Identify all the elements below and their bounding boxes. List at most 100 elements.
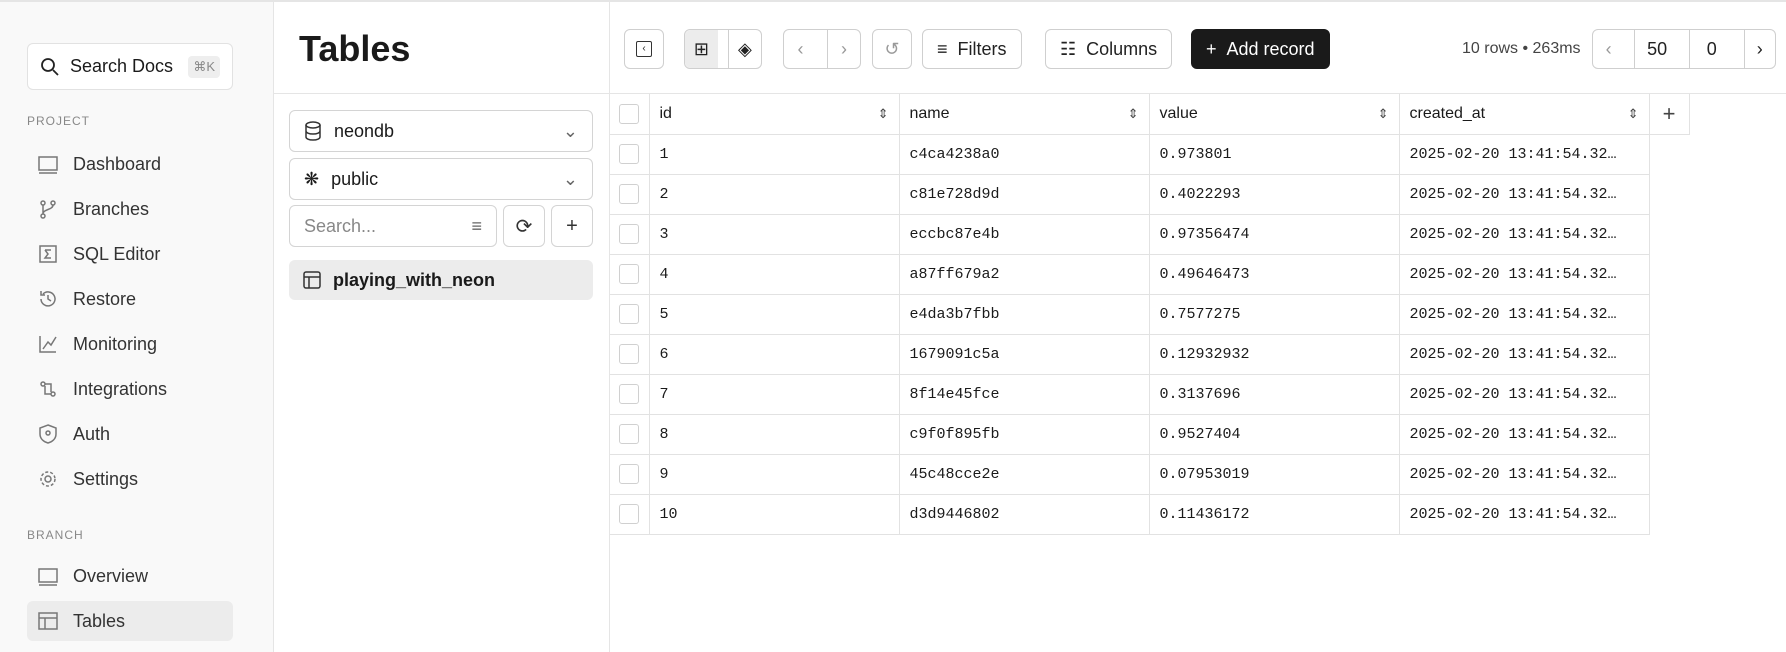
- sidebar-item-sql-editor[interactable]: SQL Editor: [27, 234, 233, 274]
- table-cell[interactable]: eccbc87e4b: [899, 214, 1150, 255]
- table-cell[interactable]: 2025-02-20 13:41:54.32…: [1399, 374, 1650, 415]
- back-icon[interactable]: ‹: [797, 38, 804, 59]
- table-cell[interactable]: 4: [649, 254, 900, 295]
- table-cell[interactable]: 9: [649, 454, 900, 495]
- row-checkbox[interactable]: [610, 374, 650, 415]
- prev-page-icon[interactable]: ‹: [1605, 38, 1612, 59]
- select-all-checkbox[interactable]: [610, 94, 650, 135]
- table-row[interactable]: 10 d3d9446802 0.11436172 2025-02-20 13:41:5…: [610, 494, 1689, 535]
- table-cell[interactable]: 0.97356474: [1149, 214, 1400, 255]
- column-header[interactable]: value ⇕: [1149, 94, 1400, 135]
- pagination[interactable]: ‹ 50 0 ›: [1592, 29, 1776, 69]
- table-search-input[interactable]: Search... ≡: [289, 205, 497, 247]
- sort-icon[interactable]: ⇕: [1127, 105, 1139, 121]
- table-cell[interactable]: a87ff679a2: [899, 254, 1150, 295]
- row-checkbox[interactable]: [610, 174, 650, 215]
- sidebar-item-monitoring[interactable]: Monitoring: [27, 324, 233, 364]
- sidebar-item-branches[interactable]: Branches: [27, 189, 233, 229]
- table-cell[interactable]: 0.12932932: [1149, 334, 1400, 375]
- next-page-icon[interactable]: ›: [1743, 30, 1775, 68]
- sidebar-item-integrations[interactable]: Integrations: [27, 369, 233, 409]
- table-cell[interactable]: 0.7577275: [1149, 294, 1400, 335]
- history-nav[interactable]: ‹ ›: [783, 29, 861, 69]
- column-header[interactable]: created_at ⇕: [1399, 94, 1650, 135]
- table-list-item[interactable]: playing_with_neon: [289, 260, 593, 300]
- table-row[interactable]: 5 e4da3b7fbb 0.7577275 2025-02-20 13:41:54.…: [610, 294, 1689, 335]
- layers-view-icon[interactable]: ◈: [727, 30, 761, 68]
- table-cell[interactable]: c4ca4238a0: [899, 134, 1150, 175]
- sort-icon[interactable]: ⇕: [877, 105, 889, 121]
- table-cell[interactable]: 2: [649, 174, 900, 215]
- row-checkbox[interactable]: [610, 214, 650, 255]
- table-row[interactable]: 1 c4ca4238a0 0.973801 2025-02-20 13:41:54.3…: [610, 134, 1689, 175]
- filter-icon[interactable]: ≡: [471, 215, 482, 236]
- row-checkbox[interactable]: [610, 334, 650, 375]
- column-header[interactable]: id ⇕: [649, 94, 900, 135]
- add-table-button[interactable]: +: [551, 205, 593, 247]
- row-checkbox[interactable]: [610, 134, 650, 175]
- row-checkbox[interactable]: [610, 254, 650, 295]
- database-select[interactable]: neondb ⌄: [289, 110, 593, 152]
- table-row[interactable]: 2 c81e728d9d 0.4022293 2025-02-20 13:41:54.…: [610, 174, 1689, 215]
- table-cell[interactable]: 7: [649, 374, 900, 415]
- table-cell[interactable]: 2025-02-20 13:41:54.32…: [1399, 414, 1650, 455]
- sidebar-item-auth[interactable]: Auth: [27, 414, 233, 454]
- table-cell[interactable]: 0.07953019: [1149, 454, 1400, 495]
- table-row[interactable]: 4 a87ff679a2 0.49646473 2025-02-20 13:41:54…: [610, 254, 1689, 295]
- limit-input[interactable]: 50: [1634, 30, 1679, 68]
- forward-icon[interactable]: ›: [826, 30, 860, 68]
- row-checkbox[interactable]: [610, 414, 650, 455]
- table-cell[interactable]: d3d9446802: [899, 494, 1150, 535]
- view-toggle[interactable]: ⊞ ◈: [684, 29, 762, 69]
- sidebar-item-settings[interactable]: Settings: [27, 459, 233, 499]
- table-cell[interactable]: 8: [649, 414, 900, 455]
- table-cell[interactable]: 2025-02-20 13:41:54.32…: [1399, 494, 1650, 535]
- search-docs-button[interactable]: Search Docs ⌘K: [27, 43, 233, 90]
- table-cell[interactable]: 8f14e45fce: [899, 374, 1150, 415]
- table-cell[interactable]: 2025-02-20 13:41:54.32…: [1399, 174, 1650, 215]
- offset-input[interactable]: 0: [1688, 30, 1734, 68]
- table-cell[interactable]: 10: [649, 494, 900, 535]
- sidebar-item-restore[interactable]: Restore: [27, 279, 233, 319]
- table-cell[interactable]: 1: [649, 134, 900, 175]
- toggle-sidebar-button[interactable]: ‹: [624, 29, 664, 69]
- table-cell[interactable]: 6: [649, 334, 900, 375]
- table-cell[interactable]: 3: [649, 214, 900, 255]
- table-cell[interactable]: 0.9527404: [1149, 414, 1400, 455]
- table-cell[interactable]: 5: [649, 294, 900, 335]
- table-cell[interactable]: 45c48cce2e: [899, 454, 1150, 495]
- table-row[interactable]: 3 eccbc87e4b 0.97356474 2025-02-20 13:41:54…: [610, 214, 1689, 255]
- add-record-button[interactable]: + Add record: [1191, 29, 1330, 69]
- add-column-button[interactable]: +: [1649, 94, 1690, 135]
- row-checkbox[interactable]: [610, 454, 650, 495]
- sort-icon[interactable]: ⇕: [1377, 105, 1389, 121]
- table-cell[interactable]: 2025-02-20 13:41:54.32…: [1399, 454, 1650, 495]
- sort-icon[interactable]: ⇕: [1627, 105, 1639, 121]
- history-button[interactable]: ↺: [872, 29, 912, 69]
- sidebar-item-overview[interactable]: Overview: [27, 556, 233, 596]
- table-cell[interactable]: 0.973801: [1149, 134, 1400, 175]
- table-cell[interactable]: 0.49646473: [1149, 254, 1400, 295]
- row-checkbox[interactable]: [610, 494, 650, 535]
- columns-button[interactable]: ☷ Columns: [1045, 29, 1173, 69]
- table-row[interactable]: 7 8f14e45fce 0.3137696 2025-02-20 13:41:54.…: [610, 374, 1689, 415]
- table-cell[interactable]: 2025-02-20 13:41:54.32…: [1399, 254, 1650, 295]
- table-cell[interactable]: c81e728d9d: [899, 174, 1150, 215]
- table-cell[interactable]: 2025-02-20 13:41:54.32…: [1399, 294, 1650, 335]
- table-cell[interactable]: 0.3137696: [1149, 374, 1400, 415]
- table-row[interactable]: 9 45c48cce2e 0.07953019 2025-02-20 13:41:54…: [610, 454, 1689, 495]
- table-cell[interactable]: 0.11436172: [1149, 494, 1400, 535]
- sidebar-item-tables[interactable]: Tables: [27, 601, 233, 641]
- table-row[interactable]: 8 c9f0f895fb 0.9527404 2025-02-20 13:41:54.…: [610, 414, 1689, 455]
- table-cell[interactable]: 2025-02-20 13:41:54.32…: [1399, 214, 1650, 255]
- table-cell[interactable]: 2025-02-20 13:41:54.32…: [1399, 134, 1650, 175]
- table-row[interactable]: 6 1679091c5a 0.12932932 2025-02-20 13:41:54…: [610, 334, 1689, 375]
- schema-select[interactable]: ❋ public ⌄: [289, 158, 593, 200]
- table-cell[interactable]: c9f0f895fb: [899, 414, 1150, 455]
- column-header[interactable]: name ⇕: [899, 94, 1150, 135]
- table-cell[interactable]: 2025-02-20 13:41:54.32…: [1399, 334, 1650, 375]
- filters-button[interactable]: ≡ Filters: [922, 29, 1022, 69]
- table-cell[interactable]: 0.4022293: [1149, 174, 1400, 215]
- table-cell[interactable]: e4da3b7fbb: [899, 294, 1150, 335]
- refresh-button[interactable]: ⟳: [503, 205, 545, 247]
